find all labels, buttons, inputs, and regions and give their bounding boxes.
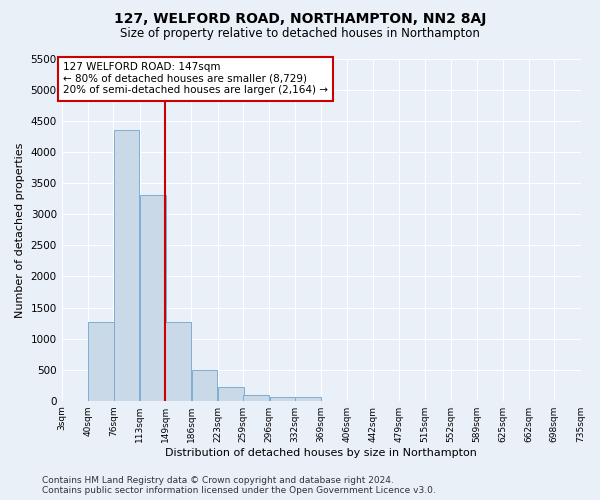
Text: 127, WELFORD ROAD, NORTHAMPTON, NN2 8AJ: 127, WELFORD ROAD, NORTHAMPTON, NN2 8AJ: [114, 12, 486, 26]
Bar: [244, 395, 269, 400]
Bar: [140, 195, 166, 400]
X-axis label: Distribution of detached houses by size in Northampton: Distribution of detached houses by size …: [165, 448, 477, 458]
Bar: [269, 398, 295, 400]
Text: Contains HM Land Registry data © Crown copyright and database right 2024.
Contai: Contains HM Land Registry data © Crown c…: [42, 476, 436, 495]
Text: 127 WELFORD ROAD: 147sqm
← 80% of detached houses are smaller (8,729)
20% of sem: 127 WELFORD ROAD: 147sqm ← 80% of detach…: [63, 62, 328, 96]
Bar: [218, 388, 244, 400]
Bar: [191, 370, 217, 400]
Bar: [166, 322, 191, 400]
Text: Size of property relative to detached houses in Northampton: Size of property relative to detached ho…: [120, 28, 480, 40]
Y-axis label: Number of detached properties: Number of detached properties: [15, 142, 25, 318]
Bar: [113, 130, 139, 400]
Bar: [88, 322, 114, 400]
Bar: [295, 398, 321, 400]
